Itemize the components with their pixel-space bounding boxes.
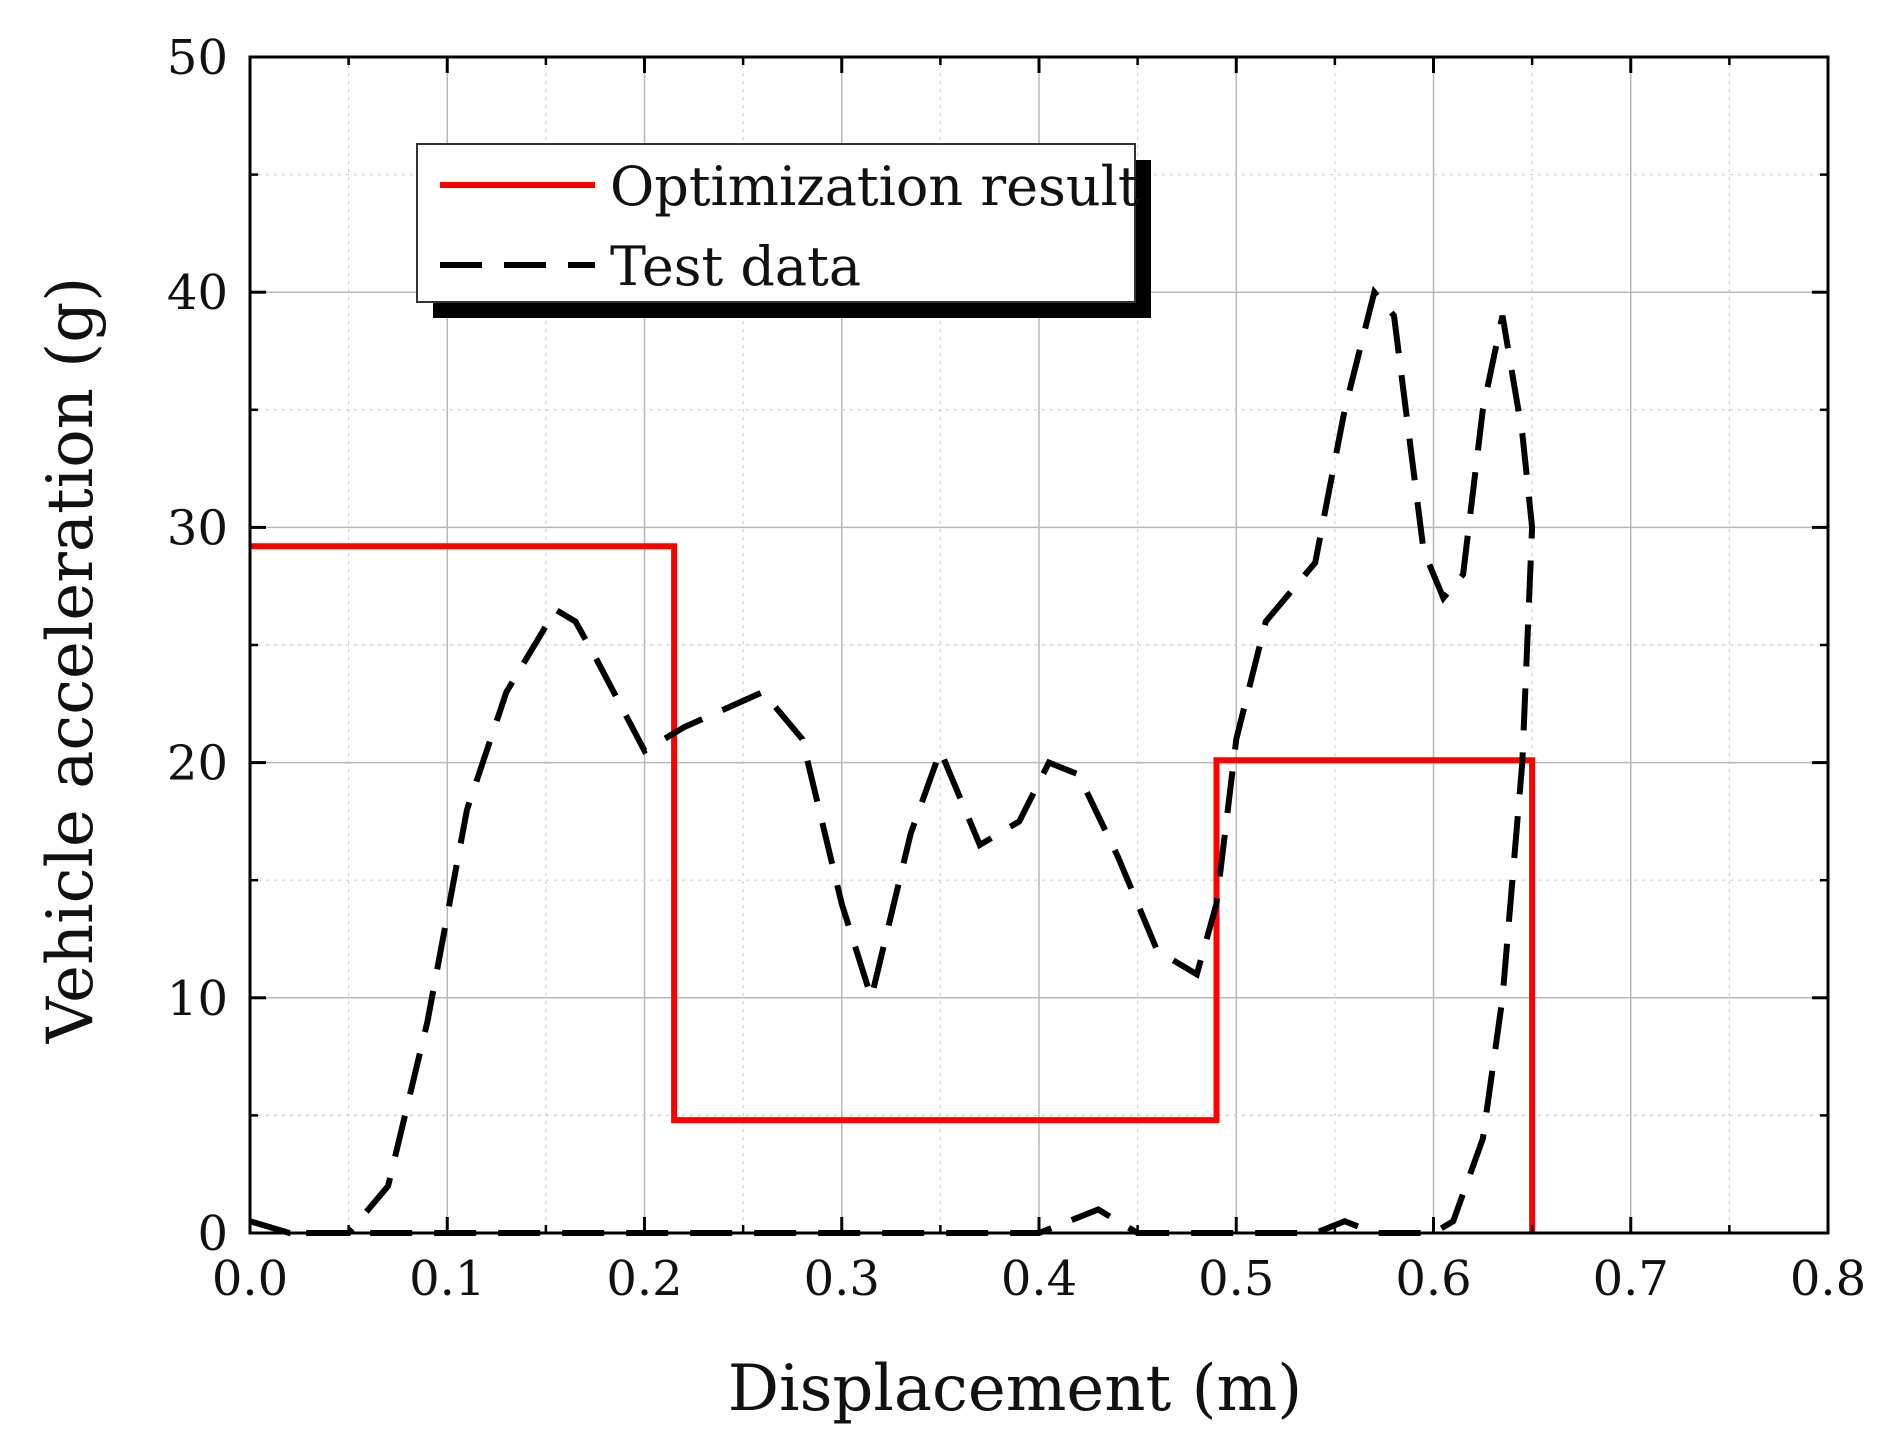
legend-box	[416, 143, 1136, 303]
legend: Optimization result Test data	[416, 143, 1151, 318]
x-tick-label: 0.1	[409, 1251, 485, 1307]
x-tick-label: 0.2	[606, 1251, 682, 1307]
legend-label-optimization: Optimization result	[610, 155, 1140, 218]
x-tick-label: 0.4	[1001, 1251, 1077, 1307]
x-tick-label: 0.0	[212, 1251, 288, 1307]
x-tick-label: 0.3	[804, 1251, 880, 1307]
x-tick-label: 0.5	[1198, 1251, 1274, 1307]
y-tick-label: 10	[167, 971, 228, 1027]
y-axis-title: Vehicle acceleration (g)	[34, 277, 108, 1044]
y-tick-label: 40	[167, 265, 228, 321]
x-tick-label: 0.8	[1790, 1251, 1866, 1307]
axis-ticks: 0.0 0.1 0.2 0.3 0.4 0.5 0.6 0.7 0.8 0 10 20 30 40 50	[167, 30, 1866, 1307]
y-tick-label: 30	[167, 500, 228, 556]
x-tick-label: 0.6	[1395, 1251, 1471, 1307]
legend-label-test-data: Test data	[610, 235, 861, 298]
y-tick-label: 0	[197, 1206, 228, 1262]
x-tick-label: 0.7	[1593, 1251, 1669, 1307]
x-axis-title: Displacement (m)	[728, 1352, 1302, 1426]
y-tick-label: 20	[167, 736, 228, 792]
y-tick-label: 50	[167, 30, 228, 86]
series-line-optimization-result	[250, 543, 1536, 1233]
